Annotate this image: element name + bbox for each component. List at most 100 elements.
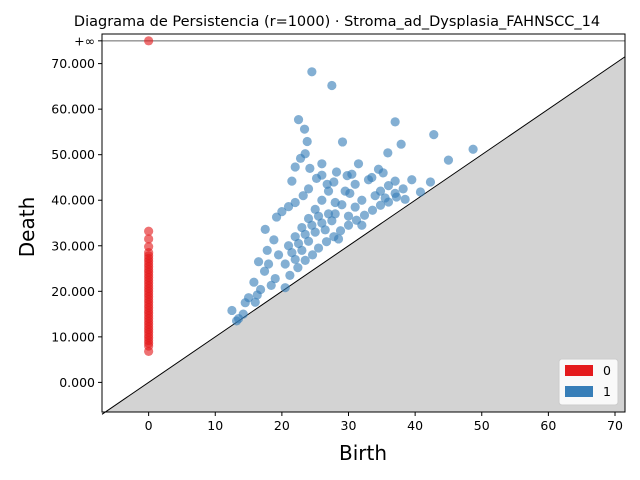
plot-frame xyxy=(101,33,626,413)
x-tick-label: 20 xyxy=(274,418,290,433)
data-point-series-1 xyxy=(273,250,284,260)
x-tick-label: 70 xyxy=(607,418,623,433)
data-point-series-1 xyxy=(293,115,304,125)
data-point-series-1 xyxy=(287,176,297,186)
data-point-series-1 xyxy=(307,250,318,260)
data-point-series-1 xyxy=(266,280,276,290)
data-point-series-1 xyxy=(293,263,303,273)
chart-title: Diagrama de Persistencia (r=1000) · Stro… xyxy=(74,14,600,30)
x-axis-label: Birth xyxy=(339,441,387,465)
data-point-series-1 xyxy=(280,259,290,269)
data-point-series-1 xyxy=(290,162,300,172)
data-point-series-1 xyxy=(252,290,262,300)
data-point-series-0 xyxy=(144,226,154,236)
data-point-series-1 xyxy=(302,136,312,147)
data-point-series-1 xyxy=(323,209,334,219)
data-point-series-1 xyxy=(317,218,327,228)
data-point-series-1 xyxy=(425,177,436,187)
data-point-series-1 xyxy=(290,254,300,265)
data-point-series-1 xyxy=(317,195,327,205)
data-point-series-1 xyxy=(293,238,304,249)
data-point-series-1 xyxy=(330,209,340,219)
data-point-series-1 xyxy=(250,297,260,307)
data-point-series-1 xyxy=(390,117,400,127)
data-point-series-1 xyxy=(370,191,380,201)
data-point-series-1 xyxy=(343,220,354,230)
data-point-series-1 xyxy=(310,204,320,214)
data-point-series-1 xyxy=(343,211,354,221)
data-point-series-1 xyxy=(307,67,317,77)
legend-label-0: 0 xyxy=(603,363,611,378)
data-point-series-1 xyxy=(321,237,332,247)
data-point-series-1 xyxy=(297,245,307,255)
legend-swatch-1 xyxy=(565,386,593,397)
data-point-series-1 xyxy=(347,169,357,179)
data-point-series-1 xyxy=(271,212,282,222)
data-point-series-0 xyxy=(144,36,154,46)
data-point-series-1 xyxy=(353,159,364,169)
legend-swatch-0 xyxy=(565,365,593,376)
y-tick-label: 70.000 xyxy=(51,56,95,71)
data-point-series-1 xyxy=(380,193,390,203)
x-tick-label: 30 xyxy=(341,418,357,433)
data-point-series-1 xyxy=(331,167,342,177)
x-tick-label: 40 xyxy=(407,418,423,433)
y-tick-label: 40.000 xyxy=(51,193,95,208)
legend-label-1: 1 xyxy=(603,384,611,399)
data-point-series-1 xyxy=(262,245,272,255)
y-axis-label: Death xyxy=(15,197,39,257)
infinity-tick-label: +∞ xyxy=(74,33,95,48)
data-point-series-1 xyxy=(323,186,334,196)
data-point-series-1 xyxy=(330,197,340,208)
data-point-series-1 xyxy=(350,202,360,212)
plot-area xyxy=(101,33,626,415)
data-point-series-1 xyxy=(317,159,327,169)
data-point-series-1 xyxy=(390,176,400,186)
data-point-series-1 xyxy=(378,168,388,178)
x-tick-label: 0 xyxy=(145,418,153,433)
data-point-series-1 xyxy=(283,241,294,251)
data-point-series-1 xyxy=(359,210,370,220)
x-tick-label: 60 xyxy=(540,418,556,433)
data-point-series-1 xyxy=(350,179,360,189)
data-point-series-1 xyxy=(327,80,337,91)
data-point-series-1 xyxy=(390,188,400,198)
data-point-series-1 xyxy=(290,197,300,208)
data-point-series-1 xyxy=(429,130,439,140)
data-point-series-1 xyxy=(300,255,310,265)
data-point-series-1 xyxy=(396,139,406,149)
data-point-series-1 xyxy=(249,277,259,287)
data-point-series-1 xyxy=(253,257,264,267)
data-point-series-1 xyxy=(310,227,320,237)
data-point-series-1 xyxy=(240,298,250,308)
data-point-series-1 xyxy=(335,226,346,236)
y-axis-ticks: 0.000 10.000 20.000 30.000 40.000 50.000 60.00… xyxy=(51,33,102,390)
data-point-series-1 xyxy=(333,234,344,244)
data-point-series-1 xyxy=(303,236,314,246)
data-point-series-1 xyxy=(297,222,307,233)
data-point-series-1 xyxy=(285,270,295,280)
x-tick-label: 50 xyxy=(474,418,490,433)
data-point-series-1 xyxy=(263,259,274,269)
y-tick-label: 20.000 xyxy=(51,284,95,299)
data-point-series-1 xyxy=(295,153,306,163)
data-point-series-1 xyxy=(400,194,410,204)
data-point-series-1 xyxy=(231,316,242,326)
data-point-series-0 xyxy=(144,346,154,357)
data-point-series-1 xyxy=(280,283,290,293)
data-point-series-1 xyxy=(299,124,310,134)
data-point-series-1 xyxy=(398,184,408,194)
data-point-series-0 xyxy=(144,234,154,244)
y-tick-label: 60.000 xyxy=(51,102,95,117)
data-point-series-1 xyxy=(357,220,367,230)
data-point-series-1 xyxy=(320,225,330,235)
data-point-series-1 xyxy=(468,144,478,154)
data-point-series-1 xyxy=(367,205,378,215)
data-point-series-1 xyxy=(375,200,386,210)
data-point-series-1 xyxy=(357,195,367,205)
data-point-series-1 xyxy=(227,305,237,316)
data-point-series-1 xyxy=(290,232,300,242)
legend: 01 xyxy=(558,358,619,406)
data-point-series-1 xyxy=(305,163,315,173)
